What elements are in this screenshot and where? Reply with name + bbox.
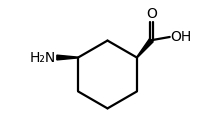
Text: H₂N: H₂N bbox=[29, 51, 56, 65]
Text: OH: OH bbox=[170, 30, 192, 44]
Text: O: O bbox=[146, 7, 157, 20]
Polygon shape bbox=[57, 55, 78, 60]
Polygon shape bbox=[137, 39, 153, 58]
